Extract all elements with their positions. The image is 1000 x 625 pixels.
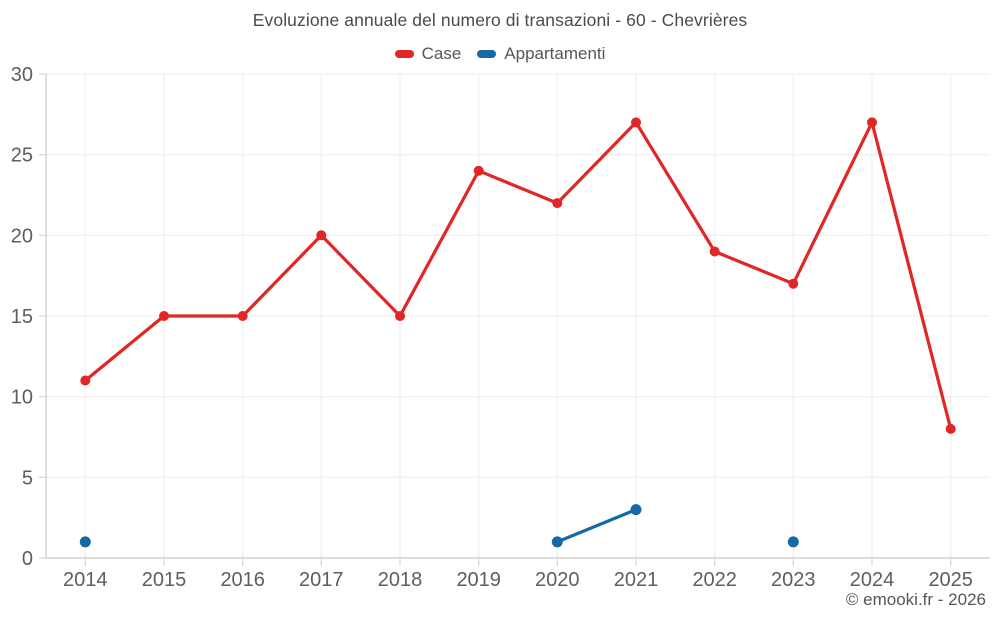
svg-text:2025: 2025	[928, 569, 973, 591]
tick-marks	[39, 73, 952, 566]
series-appartamenti	[79, 504, 799, 548]
svg-text:20: 20	[11, 225, 33, 247]
case-series-swatch-icon	[394, 50, 414, 58]
data-point	[79, 536, 91, 548]
svg-text:0: 0	[22, 548, 33, 570]
data-point	[630, 504, 642, 516]
chart-title: Evoluzione annuale del numero di transaz…	[252, 10, 748, 30]
data-point	[316, 230, 327, 241]
legend-label-case: Case	[421, 44, 462, 63]
y-axis-labels: 0 5 10 15 20 25 30	[11, 64, 33, 570]
svg-text:10: 10	[11, 387, 33, 409]
legend-item-appartamenti[interactable]: Appartamenti	[477, 44, 605, 64]
data-point	[552, 198, 563, 209]
data-point	[945, 423, 956, 434]
svg-text:2021: 2021	[614, 569, 659, 591]
series-case	[80, 117, 956, 434]
svg-text:2023: 2023	[771, 569, 816, 591]
svg-text:30: 30	[11, 64, 33, 86]
data-point	[551, 536, 563, 548]
svg-text:5: 5	[22, 467, 33, 489]
x-axis-labels: 2014 2015 2016 2017 2018 2019 2020 2021 2022 2023…	[63, 569, 973, 591]
appartamenti-series-swatch-icon	[477, 50, 497, 58]
data-point	[631, 117, 641, 128]
svg-text:2016: 2016	[220, 569, 265, 591]
svg-text:2015: 2015	[142, 569, 187, 591]
svg-text:2018: 2018	[378, 569, 423, 591]
legend-label-appartamenti: Appartamenti	[504, 44, 606, 63]
chart-legend: Case Appartamenti	[0, 44, 1000, 64]
data-point	[867, 117, 877, 128]
data-point	[788, 278, 799, 289]
data-point	[787, 536, 799, 548]
svg-text:2019: 2019	[456, 569, 501, 591]
data-point	[709, 246, 720, 257]
svg-text:2024: 2024	[850, 569, 895, 591]
svg-text:2022: 2022	[692, 569, 737, 591]
data-point	[159, 311, 169, 321]
svg-text:2020: 2020	[535, 569, 580, 591]
copyright-footer: © emooki.fr - 2026	[845, 590, 986, 609]
svg-text:2014: 2014	[63, 569, 108, 591]
svg-text:15: 15	[11, 306, 33, 328]
svg-text:2017: 2017	[299, 569, 344, 591]
svg-text:25: 25	[11, 145, 33, 167]
data-point	[395, 311, 405, 321]
data-point	[237, 311, 248, 321]
legend-item-case[interactable]: Case	[394, 44, 462, 64]
data-point	[473, 165, 484, 176]
data-point	[80, 375, 91, 386]
